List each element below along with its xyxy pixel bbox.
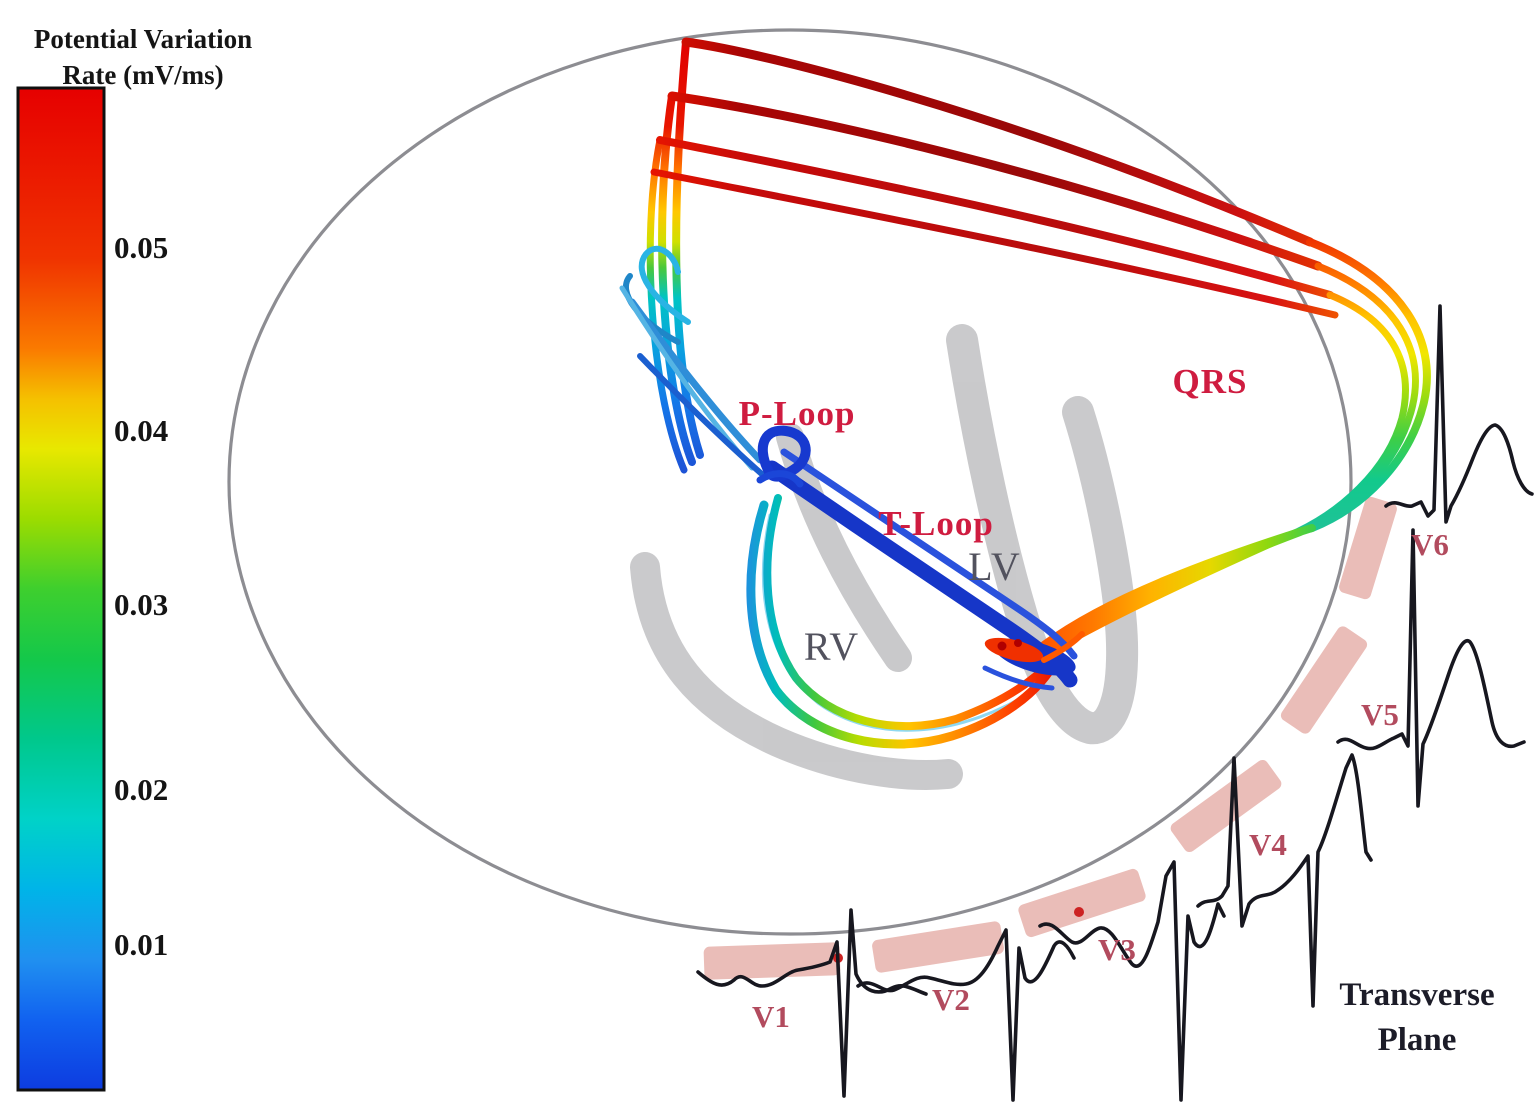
electrode-band-segment xyxy=(1170,759,1282,853)
p-loop-knot xyxy=(756,470,804,488)
qrs-loop-right-curve xyxy=(1284,291,1409,540)
qrs-loop-diagonal xyxy=(681,37,1315,247)
t-loop-strand xyxy=(780,448,1078,660)
qrs-loop-left-limb xyxy=(646,136,688,474)
lead-label-v6: V6 xyxy=(1411,527,1449,562)
colorbar-tick: 0.05 xyxy=(114,230,168,265)
lv-label: LV xyxy=(968,544,1022,589)
electrode-band-segment xyxy=(1339,496,1397,600)
qrs-loop-return xyxy=(1028,532,1292,667)
ecg-trace-v2 xyxy=(856,928,1076,1102)
plane-label-line1: Transverse xyxy=(1339,977,1494,1013)
lead-label-v2: V2 xyxy=(932,982,970,1017)
ecg-trace-v3 xyxy=(1038,860,1226,1102)
ecg-trace-v4 xyxy=(1196,753,1373,1008)
electrode-band-segment xyxy=(1280,626,1368,734)
rv-label: RV xyxy=(804,624,860,669)
ecg-trace-v5 xyxy=(1336,528,1526,808)
p-loop-label: P-Loop xyxy=(739,394,856,433)
qrs-loop-diagonal xyxy=(656,136,1334,299)
colorbar-title-line1: Potential Variation xyxy=(34,24,252,54)
qrs-loop-diagonal xyxy=(667,91,1323,271)
p-loop-strand xyxy=(637,353,767,479)
lead-label-v4: V4 xyxy=(1249,827,1287,862)
heart-lv-wall xyxy=(946,324,1139,745)
vcg-loops xyxy=(619,37,1431,749)
colorbar-tick: 0.03 xyxy=(114,587,168,622)
torso-outline xyxy=(227,28,1353,936)
ecg-trace-v6 xyxy=(1384,304,1534,524)
lead-label-v3: V3 xyxy=(1098,932,1136,967)
lead-label-v5: V5 xyxy=(1361,697,1399,732)
p-loop-curl xyxy=(638,245,691,325)
electrode-dot xyxy=(1074,907,1084,917)
colorbar-title-line2: Rate (mV/ms) xyxy=(62,60,223,90)
electrode-band xyxy=(703,496,1397,980)
electrode-band-segment xyxy=(703,942,841,980)
colorbar-tick: 0.02 xyxy=(114,772,168,807)
p-loop-strand xyxy=(628,298,764,464)
colorbar-tick: 0.04 xyxy=(114,413,168,448)
qrs-loop-diagonal xyxy=(650,168,1339,319)
ecg-trace-v1 xyxy=(696,908,928,1098)
heart-silhouette xyxy=(630,324,1139,790)
heart-rv-wall xyxy=(630,552,963,790)
qrs-loop-left-limb xyxy=(672,38,704,459)
colorbar-tick: 0.01 xyxy=(114,927,168,962)
lead-label-v1: V1 xyxy=(752,999,790,1034)
colorbar-gradient-bar xyxy=(16,86,106,1092)
vcg-red-dot xyxy=(997,641,1007,651)
vcg-red-dot xyxy=(1014,639,1022,647)
t-loop-strand xyxy=(982,665,1055,691)
electrode-band-segment xyxy=(1018,868,1146,938)
annotations: P-Loop T-Loop QRS LV RV V1 V2 V3 V4 V5 V… xyxy=(739,362,1495,1058)
qrs-loop-right-curve xyxy=(1306,238,1431,532)
vcg-arrow-tail xyxy=(1041,631,1085,663)
plane-label-line2: Plane xyxy=(1378,1022,1457,1058)
ecg-traces xyxy=(696,304,1534,1102)
colorbar: Potential Variation Rate (mV/ms) 0.05 0.… xyxy=(16,24,252,1092)
qrs-loop-bottom-strand xyxy=(763,494,1060,731)
electrode-band-segment xyxy=(872,921,1004,973)
t-loop-label: T-Loop xyxy=(878,504,994,543)
qrs-label: QRS xyxy=(1173,362,1248,401)
qrs-loop-bottom-strand xyxy=(746,500,1055,749)
